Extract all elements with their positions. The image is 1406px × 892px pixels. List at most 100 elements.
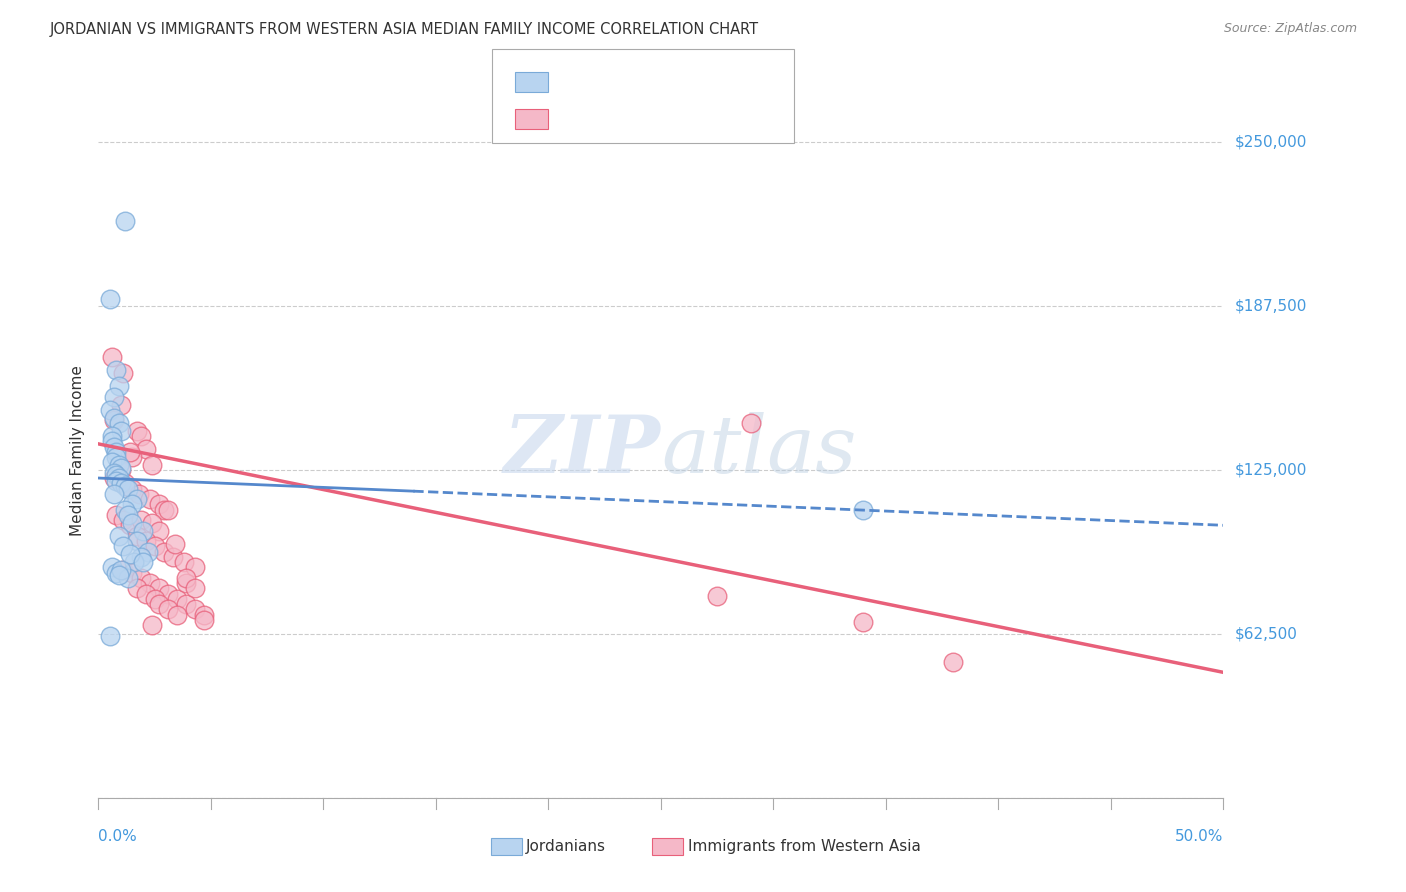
Point [139, 491, 162, 506]
Point [148, 597, 170, 611]
Text: R =: R = [555, 73, 592, 91]
Point [852, 615, 875, 630]
Point [129, 429, 152, 443]
Point [107, 529, 129, 543]
Point [174, 597, 197, 611]
Text: Jordanians: Jordanians [526, 839, 606, 854]
Point [125, 424, 148, 438]
Text: JORDANIAN VS IMMIGRANTS FROM WESTERN ASIA MEDIAN FAMILY INCOME CORRELATION CHART: JORDANIAN VS IMMIGRANTS FROM WESTERN ASI… [49, 22, 758, 37]
Point [118, 444, 141, 458]
Point [143, 591, 166, 606]
Point [143, 539, 166, 553]
Point [135, 586, 157, 600]
Point [107, 379, 129, 393]
Text: -0.067: -0.067 [591, 73, 650, 91]
Point [103, 487, 125, 501]
Point [114, 479, 136, 493]
Point [103, 466, 125, 480]
Point [101, 434, 124, 449]
Point [107, 471, 129, 485]
Point [141, 516, 163, 530]
Point [121, 516, 143, 530]
Point [112, 513, 135, 527]
Point [148, 524, 170, 538]
Text: 58: 58 [703, 110, 725, 128]
Point [98, 402, 121, 417]
Point [117, 482, 139, 496]
Point [103, 440, 125, 454]
Point [107, 458, 129, 472]
Point [105, 508, 128, 522]
Point [125, 534, 148, 549]
Point [132, 524, 155, 538]
Point [166, 591, 188, 606]
Point [101, 560, 124, 574]
Point [184, 560, 207, 574]
Y-axis label: Median Family Income: Median Family Income [70, 365, 86, 536]
Text: 0.0%: 0.0% [98, 829, 138, 844]
Text: atlas: atlas [661, 412, 856, 489]
Point [141, 618, 163, 632]
Point [135, 442, 157, 457]
Point [706, 589, 728, 603]
Point [148, 497, 170, 511]
Point [105, 363, 128, 377]
Point [105, 474, 128, 488]
Point [114, 213, 136, 227]
Point [112, 539, 135, 553]
Point [117, 571, 139, 585]
Point [110, 397, 132, 411]
Point [193, 613, 215, 627]
Text: R =: R = [555, 110, 592, 128]
Point [129, 513, 152, 527]
Point [157, 586, 180, 600]
Point [105, 468, 128, 483]
Point [103, 390, 125, 404]
Text: 46: 46 [703, 73, 725, 91]
Text: $125,000: $125,000 [1234, 463, 1306, 477]
Point [852, 502, 875, 516]
Point [101, 455, 124, 469]
Point [129, 549, 152, 564]
Point [128, 487, 150, 501]
Point [107, 416, 129, 430]
Point [139, 576, 162, 591]
Point [103, 410, 125, 425]
Point [135, 534, 157, 549]
Text: ZIP: ZIP [503, 412, 661, 489]
Point [114, 502, 136, 516]
Point [107, 568, 129, 582]
Text: N =: N = [654, 73, 702, 91]
Point [148, 582, 170, 596]
Point [162, 549, 184, 564]
Point [114, 476, 136, 491]
Text: $62,500: $62,500 [1234, 627, 1298, 641]
Point [101, 351, 124, 365]
Point [125, 529, 148, 543]
Text: -0.469: -0.469 [591, 110, 650, 128]
Point [110, 463, 132, 477]
Point [112, 563, 135, 577]
Point [103, 413, 125, 427]
Text: Source: ZipAtlas.com: Source: ZipAtlas.com [1223, 22, 1357, 36]
Point [110, 563, 132, 577]
Point [117, 508, 139, 522]
Point [121, 566, 143, 580]
Point [141, 458, 163, 472]
Point [110, 476, 132, 491]
Point [110, 424, 132, 438]
Text: $250,000: $250,000 [1234, 135, 1306, 150]
Point [157, 502, 180, 516]
Text: 50.0%: 50.0% [1175, 829, 1223, 844]
Point [121, 482, 143, 496]
Point [163, 536, 186, 550]
Point [136, 544, 159, 558]
Point [193, 607, 215, 622]
Point [174, 576, 197, 591]
Point [173, 555, 195, 569]
Point [105, 450, 128, 464]
Point [942, 655, 965, 669]
Point [740, 416, 762, 430]
Point [112, 366, 135, 380]
Point [174, 571, 197, 585]
